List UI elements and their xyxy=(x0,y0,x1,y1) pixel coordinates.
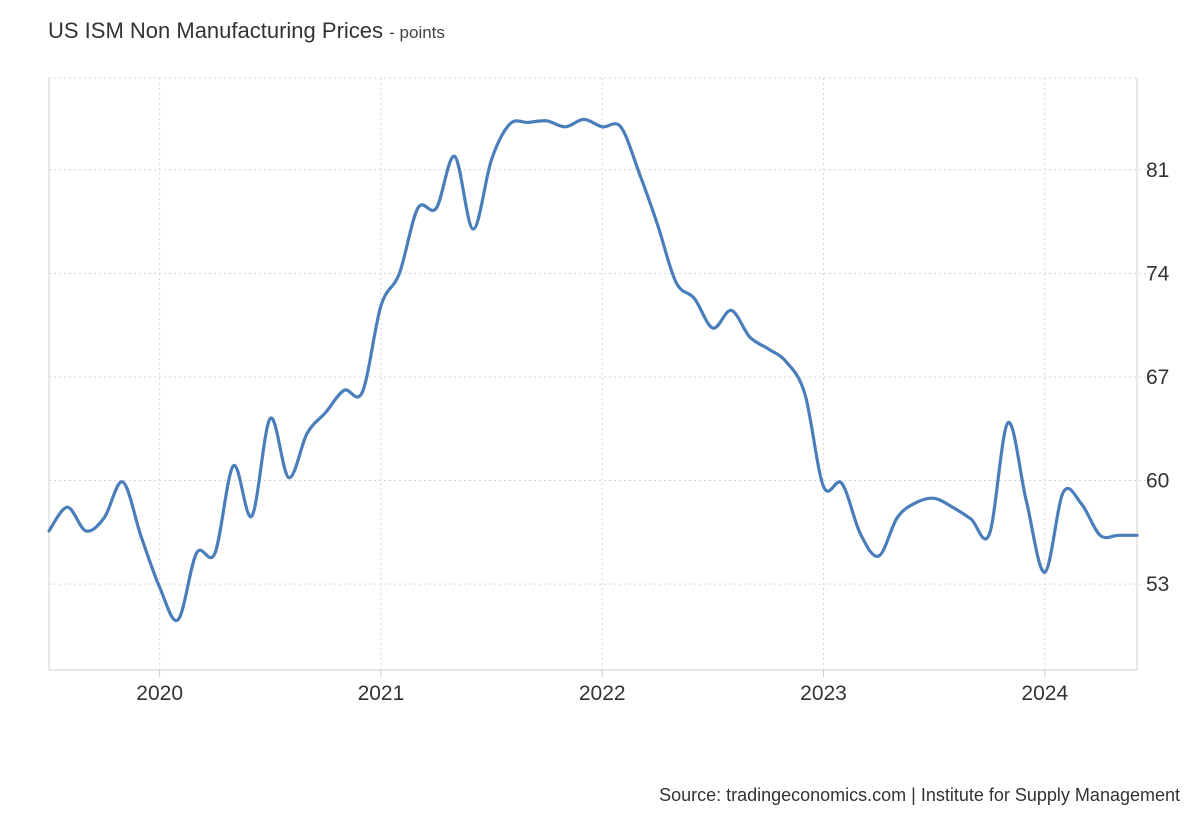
source-note: Source: tradingeconomics.com | Institute… xyxy=(659,785,1180,805)
y-tick-label: 81 xyxy=(1146,159,1169,182)
y-tick-label: 74 xyxy=(1146,262,1170,285)
chart-title-text: US ISM Non Manufacturing Prices xyxy=(48,18,384,43)
series-line xyxy=(47,117,1139,623)
x-tick-label: 2022 xyxy=(579,682,626,705)
x-tick-label: 2023 xyxy=(800,682,847,705)
chart-title: US ISM Non Manufacturing Prices - points xyxy=(48,18,445,44)
tick-labels: 53 60 67 74 81 2020 2021 2022 2023 2024 xyxy=(136,159,1169,705)
y-tick-label: 53 xyxy=(1146,573,1169,596)
x-tick-label: 2020 xyxy=(136,682,183,705)
x-tick-label: 2024 xyxy=(1021,682,1068,705)
chart-units: - points xyxy=(389,23,445,42)
axes xyxy=(48,78,1138,677)
grid xyxy=(49,77,1155,670)
x-tick-label: 2021 xyxy=(358,682,405,705)
series-layer xyxy=(47,117,1139,623)
y-tick-label: 67 xyxy=(1146,366,1169,389)
y-tick-label: 60 xyxy=(1146,470,1169,493)
